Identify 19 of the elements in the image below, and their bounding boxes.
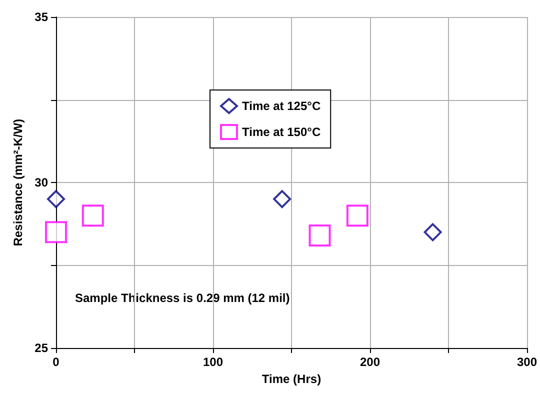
y-axis-title: Resistance (mm²-K/W) <box>10 118 25 246</box>
point <box>45 221 67 244</box>
point <box>346 204 368 227</box>
x-axis-title: Time (Hrs) <box>262 372 322 386</box>
annotation: Sample Thickness is 0.29 mm (12 mil) <box>75 291 290 305</box>
y-tick-label: 25 <box>34 341 48 355</box>
x-tick-label: 0 <box>52 355 60 369</box>
legend-label: Time at 150°C <box>242 125 321 139</box>
x-tick-label: 200 <box>360 355 380 369</box>
point <box>47 190 65 208</box>
x-tick-label: 100 <box>202 355 224 369</box>
point <box>82 204 104 227</box>
x-tick-label: 300 <box>516 355 538 369</box>
point <box>308 224 331 246</box>
legend-label: Time at 125°C <box>242 99 321 113</box>
y-tick-label: 35 <box>34 10 48 24</box>
point <box>424 223 442 242</box>
y-tick-label: 30 <box>34 176 48 190</box>
point <box>273 190 292 208</box>
